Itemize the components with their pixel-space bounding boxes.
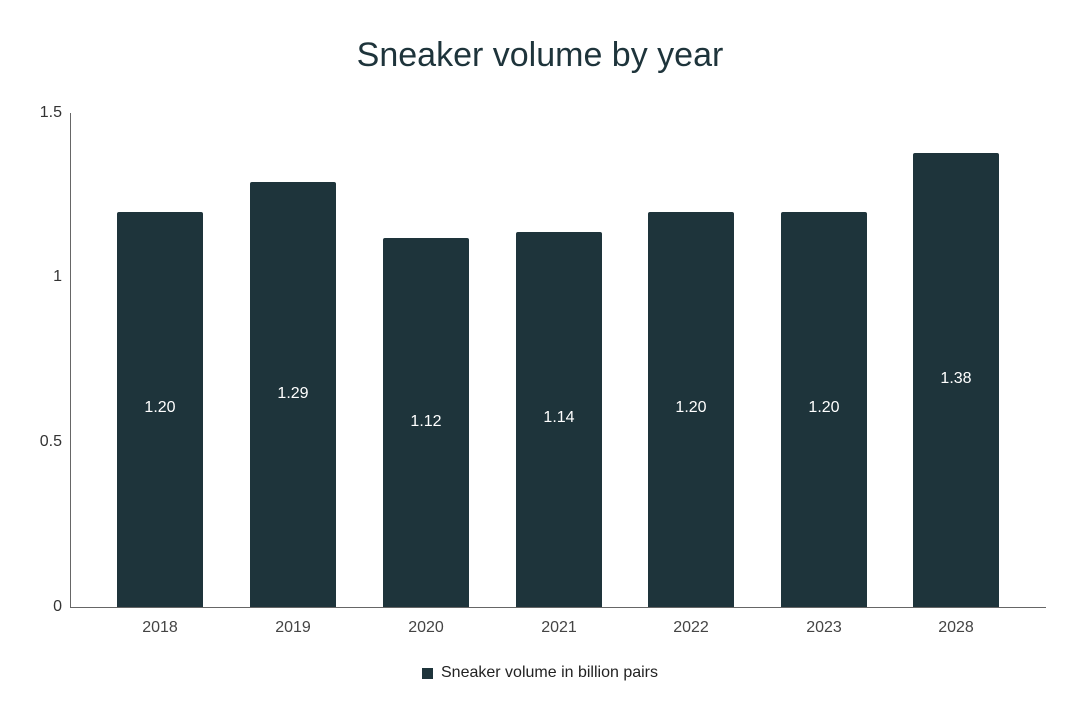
y-axis-line <box>70 113 71 608</box>
bar-value-label: 1.29 <box>277 384 309 402</box>
bar-value-label: 1.20 <box>675 399 707 417</box>
x-tick-label: 2023 <box>806 619 842 636</box>
y-tick-label: 1 <box>53 268 62 285</box>
bar-2019 <box>250 182 336 607</box>
y-tick-label: 0 <box>53 598 62 615</box>
x-tick-label: 2021 <box>541 619 577 636</box>
x-tick-label: 2019 <box>275 619 311 636</box>
bar-2021 <box>516 231 602 607</box>
y-tick-label: 1.5 <box>39 104 62 121</box>
bar-value-label: 1.14 <box>543 409 575 427</box>
x-tick-label: 2018 <box>142 619 178 636</box>
bar-2028 <box>913 152 999 607</box>
x-tick-label: 2028 <box>938 619 974 636</box>
x-tick-label: 2020 <box>408 619 444 636</box>
chart-title: Sneaker volume by year <box>356 36 724 74</box>
legend-swatch-icon <box>422 667 433 679</box>
x-axis-line <box>70 607 1046 608</box>
bar-2023 <box>781 211 867 607</box>
bar-value-label: 1.20 <box>144 399 176 417</box>
bar-2022 <box>648 211 734 607</box>
x-tick-label: 2022 <box>673 619 709 636</box>
legend: Sneaker volume in billion pairs <box>0 664 1080 682</box>
bar-value-label: 1.20 <box>808 399 840 417</box>
bar-value-label: 1.12 <box>410 412 442 430</box>
bar-value-label: 1.38 <box>940 369 972 387</box>
bar-2020 <box>383 238 469 607</box>
y-tick-label: 0.5 <box>39 433 62 450</box>
legend-label: Sneaker volume in billion pairs <box>441 664 658 681</box>
bar-2018 <box>117 211 203 607</box>
